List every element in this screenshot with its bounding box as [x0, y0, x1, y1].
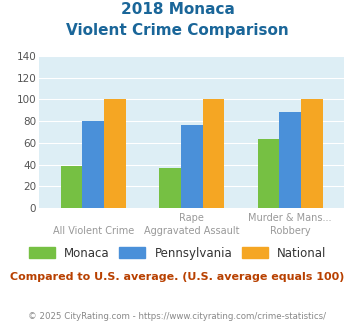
Text: All Violent Crime: All Violent Crime: [53, 226, 134, 236]
Text: Compared to U.S. average. (U.S. average equals 100): Compared to U.S. average. (U.S. average …: [10, 272, 345, 282]
Bar: [258, 139, 279, 208]
Bar: [82, 121, 104, 208]
Text: Rape: Rape: [179, 213, 204, 223]
Bar: [301, 99, 323, 208]
Text: Aggravated Assault: Aggravated Assault: [144, 226, 240, 236]
Bar: [203, 99, 224, 208]
Bar: [181, 125, 203, 208]
Text: Murder & Mans...: Murder & Mans...: [248, 213, 332, 223]
Text: 2018 Monaca: 2018 Monaca: [121, 2, 234, 16]
Legend: Monaca, Pennsylvania, National: Monaca, Pennsylvania, National: [24, 242, 331, 264]
Text: Violent Crime Comparison: Violent Crime Comparison: [66, 23, 289, 38]
Bar: [61, 166, 82, 208]
Text: Robbery: Robbery: [270, 226, 311, 236]
Bar: [159, 168, 181, 208]
Text: © 2025 CityRating.com - https://www.cityrating.com/crime-statistics/: © 2025 CityRating.com - https://www.city…: [28, 312, 327, 321]
Bar: [279, 113, 301, 208]
Bar: [104, 99, 126, 208]
